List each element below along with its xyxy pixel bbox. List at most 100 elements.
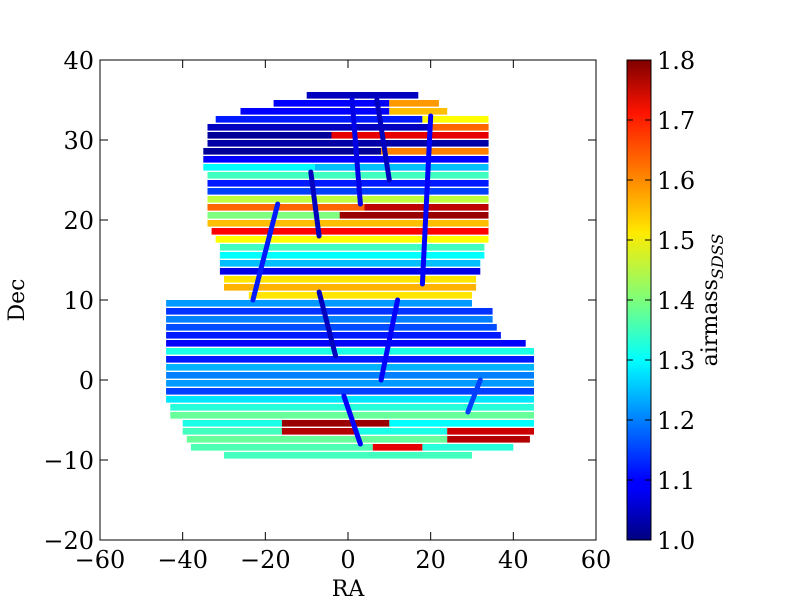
data-streak-8 [465, 377, 483, 415]
data-stripe-24 [339, 212, 489, 219]
x-tick-label: 60 [581, 546, 612, 574]
colorbar-tick-label: 1.2 [657, 407, 695, 435]
data-stripe-2 [389, 100, 439, 107]
data-stripe-6 [422, 116, 489, 123]
data-stripe-36 [166, 308, 493, 315]
data-stripe-33 [224, 284, 477, 291]
data-stripe-20 [207, 196, 489, 203]
data-streak-4 [419, 113, 434, 287]
colorbar-tick-label: 1.5 [657, 227, 695, 255]
data-stripe-53 [182, 428, 282, 435]
data-streak-6 [378, 297, 401, 383]
data-stripe-0 [306, 92, 419, 99]
y-tick-label: 10 [63, 287, 94, 315]
data-stripe-45 [166, 380, 534, 387]
data-stripe-38 [166, 324, 497, 331]
colorbar-tick-label: 1.3 [657, 347, 695, 375]
y-axis-label: Dec [5, 279, 30, 322]
data-stripe-35 [166, 300, 472, 307]
y-tick-label: 40 [63, 47, 94, 75]
data-stripe-52 [389, 420, 534, 427]
y-tick-label: 0 [79, 367, 94, 395]
data-stripe-50 [182, 420, 282, 427]
data-stripe-61 [422, 444, 514, 451]
data-stripe-57 [186, 436, 448, 443]
data-stripe-55 [356, 428, 448, 435]
low-airmass-streaks [250, 97, 483, 447]
data-stripe-25 [207, 220, 489, 227]
y-tick-label: −10 [43, 447, 94, 475]
data-stripe-1 [273, 100, 390, 107]
data-streak-1 [308, 169, 322, 239]
y-tick-label: −20 [43, 527, 94, 555]
data-stripe-18 [207, 180, 489, 187]
data-stripe-16 [314, 164, 489, 171]
data-stripe-31 [219, 268, 481, 275]
colorbar-label-main: airmass [698, 279, 723, 366]
data-stripe-29 [219, 252, 485, 259]
colorbar-tick-label: 1.0 [657, 527, 695, 555]
x-tick-label: −20 [240, 546, 291, 574]
data-stripe-41 [166, 348, 534, 355]
data-stripe-48 [170, 404, 535, 411]
colorbar-label: airmassSDSS [698, 234, 727, 367]
x-axis: −60 −40 −20 0 20 40 60 [75, 60, 612, 574]
data-stripe-56 [447, 428, 534, 435]
colorbar-tick-label: 1.4 [657, 287, 695, 315]
data-stripe-60 [372, 444, 423, 451]
y-axis: −20 −10 0 10 20 30 40 [43, 47, 596, 555]
data-stripe-30 [219, 260, 481, 267]
data-stripe-17 [207, 172, 489, 179]
x-axis-label: RA [332, 577, 366, 600]
colorbar-tick-label: 1.7 [657, 107, 695, 135]
data-stripe-46 [166, 388, 534, 395]
colorbar-tick-label: 1.8 [657, 47, 695, 75]
data-stripe-37 [166, 316, 493, 323]
data-stripe-3 [240, 108, 390, 115]
data-streak-7 [341, 393, 363, 447]
data-stripe-62 [224, 452, 472, 459]
x-tick-label: 0 [340, 546, 355, 574]
y-tick-label: 20 [63, 207, 94, 235]
data-stripe-15 [203, 164, 315, 171]
sky-coverage-stripes [166, 92, 535, 459]
data-stripe-8 [430, 124, 489, 131]
data-stripe-7 [207, 124, 431, 131]
colorbar-label-subscript: SDSS [708, 234, 727, 279]
data-stripe-4 [389, 108, 448, 115]
colorbar-tick-label: 1.6 [657, 167, 695, 195]
data-stripe-11 [207, 140, 489, 147]
x-tick-label: −60 [75, 546, 126, 574]
data-stripe-27 [215, 236, 489, 243]
data-stripe-28 [219, 244, 485, 251]
data-stripe-51 [281, 420, 390, 427]
data-streak-2 [349, 97, 363, 207]
data-streak-0 [250, 201, 281, 303]
data-stripe-40 [166, 340, 526, 347]
data-stripe-47 [166, 396, 534, 403]
x-tick-label: 20 [415, 546, 446, 574]
data-stripe-21 [207, 204, 365, 211]
data-stripe-26 [211, 228, 489, 235]
data-streak-5 [316, 289, 339, 359]
data-stripe-43 [166, 364, 534, 371]
data-stripe-42 [166, 356, 534, 363]
x-tick-label: 40 [498, 546, 529, 574]
data-stripe-32 [224, 276, 477, 283]
colorbar-tick-label: 1.1 [657, 467, 695, 495]
data-stripe-10 [331, 132, 489, 139]
data-stripe-19 [207, 188, 489, 195]
data-stripe-5 [215, 116, 423, 123]
data-stripe-13 [381, 148, 489, 155]
x-tick-label: −40 [157, 546, 208, 574]
data-stripe-59 [190, 444, 373, 451]
data-stripe-12 [203, 148, 381, 155]
data-stripe-39 [166, 332, 501, 339]
data-stripe-9 [207, 132, 332, 139]
data-stripe-14 [203, 156, 489, 163]
colorbar-axis: 1.0 1.1 1.2 1.3 1.4 1.5 1.6 1.7 1.8 [627, 47, 695, 555]
data-stripe-44 [166, 372, 534, 379]
data-streak-3 [374, 97, 392, 183]
data-stripe-34 [248, 292, 472, 299]
